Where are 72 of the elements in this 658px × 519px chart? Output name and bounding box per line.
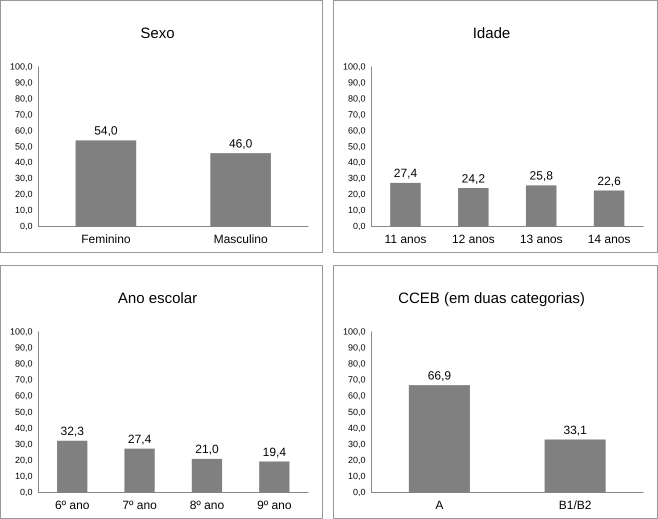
y-tick-label: 10,0 (348, 205, 366, 216)
x-tick-label: Feminino (81, 232, 131, 246)
y-tick-label: 50,0 (348, 406, 366, 417)
y-tick-label: 30,0 (348, 438, 366, 449)
y-tick-label: 40,0 (348, 422, 366, 433)
data-label: 27,4 (128, 432, 152, 446)
x-tick-label: 12 anos (452, 232, 495, 246)
data-label: 25,8 (530, 168, 554, 183)
chart-title: CCEB (em duas categorias) (398, 290, 585, 308)
y-tick-label: 40,0 (14, 422, 33, 433)
y-tick-label: 10,0 (14, 205, 33, 216)
y-tick-label: 0,0 (20, 221, 33, 232)
data-label: 24,2 (462, 171, 486, 186)
y-tick-label: 60,0 (348, 390, 366, 401)
y-tick-label: 80,0 (14, 93, 33, 104)
y-tick-label: 60,0 (348, 125, 366, 136)
y-tick-label: 70,0 (14, 109, 33, 120)
y-tick-label: 20,0 (14, 454, 33, 465)
x-tick-label: B1/B2 (558, 498, 592, 512)
y-tick-label: 70,0 (348, 109, 366, 120)
y-tick-label: 60,0 (14, 390, 33, 401)
y-tick-label: 30,0 (348, 173, 366, 184)
data-label: 19,4 (262, 444, 286, 459)
x-tick-label: 11 anos (384, 232, 426, 246)
x-tick-label: 8º ano (190, 498, 224, 512)
data-label: 21,0 (195, 442, 219, 456)
y-tick-label: 50,0 (14, 406, 33, 417)
x-tick-label: 6º ano (54, 498, 90, 512)
y-tick-label: 0,0 (353, 487, 366, 498)
y-tick-label: 30,0 (14, 173, 33, 184)
y-tick-label: 30,0 (14, 438, 33, 449)
y-tick-label: 0,0 (20, 487, 33, 498)
x-tick-label: 14 anos (588, 232, 630, 246)
y-tick-label: 80,0 (348, 358, 366, 369)
y-tick-label: 60,0 (14, 125, 33, 136)
chart-title: Ano escolar (118, 290, 198, 308)
y-tick-label: 20,0 (348, 189, 366, 200)
x-tick-label: A (435, 498, 444, 512)
chart-title: Sexo (140, 25, 175, 42)
data-label: 27,4 (394, 166, 418, 180)
y-tick-label: 0,0 (353, 221, 366, 232)
y-tick-label: 40,0 (348, 157, 366, 168)
y-tick-label: 100,0 (342, 326, 366, 336)
y-tick-label: 80,0 (348, 93, 366, 104)
y-tick-label: 100,0 (342, 61, 366, 72)
data-label: 66,9 (428, 368, 452, 382)
y-tick-label: 90,0 (348, 77, 366, 88)
data-label: 46,0 (228, 136, 253, 150)
y-tick-label: 40,0 (14, 157, 33, 168)
y-tick-label: 100,0 (10, 326, 33, 336)
x-tick-label: Masculino (214, 232, 268, 246)
y-tick-label: 70,0 (14, 374, 33, 385)
x-tick-label: 13 anos (520, 232, 563, 246)
data-label: 32,3 (60, 424, 84, 438)
data-label: 54,0 (94, 124, 118, 138)
data-label: 33,1 (563, 422, 588, 437)
y-tick-label: 20,0 (14, 189, 33, 200)
y-tick-label: 80,0 (14, 358, 33, 369)
y-tick-label: 20,0 (348, 454, 366, 465)
y-tick-label: 90,0 (14, 342, 33, 353)
chart-title: Idade (472, 25, 510, 42)
y-tick-label: 10,0 (14, 471, 33, 482)
y-tick-label: 100,0 (10, 61, 33, 72)
y-tick-label: 70,0 (348, 374, 366, 385)
y-tick-label: 90,0 (14, 77, 33, 88)
x-tick-label: 9º ano (257, 498, 292, 512)
y-tick-label: 50,0 (14, 141, 33, 152)
data-label: 22,6 (597, 174, 622, 188)
x-tick-label: 7º ano (122, 498, 158, 512)
y-tick-label: 10,0 (348, 471, 366, 482)
y-tick-label: 90,0 (348, 342, 366, 353)
y-tick-label: 50,0 (348, 141, 366, 152)
